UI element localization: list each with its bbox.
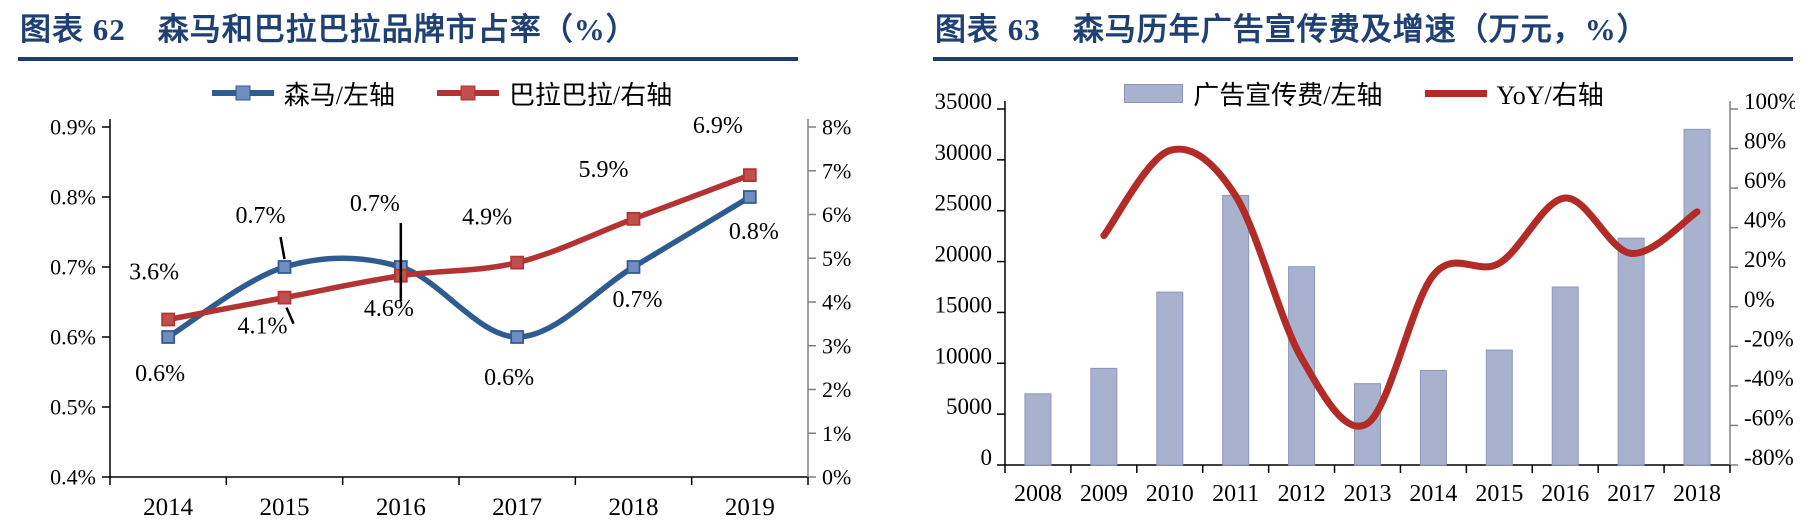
svg-text:-80%: -80% (1744, 445, 1794, 470)
svg-text:2019: 2019 (725, 494, 775, 521)
figure-63-title: 图表 63 森马历年广告宣传费及增速（万元，%） (933, 8, 1793, 61)
legend-item-senma: 森马/左轴 (211, 75, 395, 112)
svg-text:5%: 5% (822, 246, 851, 271)
legend-item-balabala: 巴拉巴拉/右轴 (437, 75, 672, 112)
svg-text:0%: 0% (1744, 286, 1775, 311)
svg-text:4.9%: 4.9% (462, 204, 512, 230)
svg-text:2013: 2013 (1344, 481, 1392, 507)
svg-text:2%: 2% (822, 377, 851, 402)
svg-text:1%: 1% (822, 421, 851, 446)
axes: 0.9% 0.8% 0.7% 0.6% 0.5% 0.4% 8% 7% 6% 5% 4% 3% 2% 1%… (50, 114, 851, 520)
svg-text:4.1%: 4.1% (238, 313, 288, 339)
figure-63-legend: 广告宣传费/左轴 YoY/右轴 (933, 75, 1795, 112)
figure-62-title: 图表 62 森马和巴拉巴拉品牌市占率（%） (18, 8, 798, 61)
figure-63-plot-area: 广告宣传费/左轴 YoY/右轴 35000 30000 25000 20000 1500… (933, 61, 1796, 531)
svg-text:2018: 2018 (609, 494, 659, 521)
senma-legend-label: 森马/左轴 (283, 80, 395, 110)
svg-text:100%: 100% (1744, 89, 1795, 114)
senma-line-marker-swatch-icon (211, 85, 274, 101)
svg-text:2014: 2014 (1409, 481, 1457, 507)
svg-text:0.6%: 0.6% (135, 361, 185, 387)
svg-text:0%: 0% (822, 464, 851, 489)
svg-text:2018: 2018 (1673, 481, 1721, 507)
market-share-line-chart: 0.9% 0.8% 0.7% 0.6% 0.5% 0.4% 8% 7% 6% 5% 4% 3% 2% 1%… (50, 113, 851, 521)
svg-text:4.6%: 4.6% (364, 295, 414, 321)
svg-text:6%: 6% (822, 202, 851, 227)
svg-text:5.9%: 5.9% (579, 157, 629, 183)
yoy-line-swatch-icon (1424, 89, 1487, 97)
svg-text:0.9%: 0.9% (50, 114, 96, 139)
svg-text:20000: 20000 (935, 241, 993, 266)
svg-text:0: 0 (981, 445, 993, 470)
svg-text:-60%: -60% (1744, 405, 1794, 430)
svg-text:2015: 2015 (1475, 481, 1523, 507)
svg-text:2014: 2014 (143, 494, 194, 521)
svg-text:2008: 2008 (1014, 481, 1062, 507)
svg-text:0.6%: 0.6% (484, 365, 534, 391)
svg-text:0.4%: 0.4% (50, 464, 96, 489)
svg-text:3%: 3% (822, 333, 851, 358)
svg-text:10000: 10000 (935, 343, 993, 368)
svg-text:80%: 80% (1744, 128, 1786, 153)
svg-text:0.5%: 0.5% (50, 394, 96, 419)
yoy-legend-label: YoY/右轴 (1496, 80, 1604, 110)
ad-expense-bars (1024, 128, 1711, 466)
svg-text:0.7%: 0.7% (50, 254, 96, 279)
svg-text:-40%: -40% (1744, 366, 1794, 391)
balabala-line-marker-swatch-icon (437, 85, 499, 101)
svg-text:2016: 2016 (1541, 481, 1589, 507)
balabala-series (161, 167, 757, 327)
svg-text:30000: 30000 (935, 139, 993, 164)
ad-expense-bar-swatch-icon (1124, 83, 1184, 103)
svg-text:2015: 2015 (260, 494, 310, 521)
svg-text:15000: 15000 (935, 292, 993, 317)
svg-text:2017: 2017 (492, 494, 542, 521)
ad-expense-legend-label: 广告宣传费/左轴 (1193, 80, 1383, 110)
svg-text:60%: 60% (1744, 168, 1786, 193)
svg-text:0.7%: 0.7% (613, 287, 663, 313)
svg-text:2011: 2011 (1212, 481, 1259, 507)
svg-text:20%: 20% (1744, 247, 1786, 272)
svg-text:0.7%: 0.7% (236, 203, 286, 229)
svg-text:2009: 2009 (1080, 481, 1128, 507)
svg-text:2010: 2010 (1146, 481, 1194, 507)
figure-62-legend: 森马/左轴 巴拉巴拉/右轴 (18, 75, 866, 112)
yoy-line-series (1100, 145, 1701, 430)
svg-text:0.6%: 0.6% (50, 324, 96, 349)
svg-text:40%: 40% (1744, 207, 1786, 232)
svg-text:0.7%: 0.7% (350, 191, 400, 217)
svg-text:25000: 25000 (935, 190, 993, 215)
legend-item-yoy: YoY/右轴 (1424, 75, 1604, 112)
legend-item-ad-expense: 广告宣传费/左轴 (1124, 75, 1383, 112)
svg-text:8%: 8% (822, 114, 851, 139)
ad-expense-bar-line-chart: 35000 30000 25000 20000 15000 10000 5000 0 100% 8… (935, 89, 1796, 507)
svg-text:2016: 2016 (376, 494, 426, 521)
svg-text:-20%: -20% (1744, 326, 1794, 351)
figure-62-panel: 图表 62 森马和巴拉巴拉品牌市占率（%） 森马/左轴 巴拉巴拉/右轴 0.9%… (18, 8, 866, 531)
svg-text:4%: 4% (822, 289, 851, 314)
point-data-labels: 0.6% 0.7% 0.7% 0.6% 0.7% 0.8% 3.6% 4.1% 4.6% 4.9%… (129, 113, 779, 391)
balabala-legend-label: 巴拉巴拉/右轴 (509, 80, 673, 110)
svg-text:5000: 5000 (946, 394, 992, 419)
svg-text:0.8%: 0.8% (50, 184, 96, 209)
svg-text:7%: 7% (822, 158, 851, 183)
svg-text:3.6%: 3.6% (129, 259, 179, 285)
senma-series (161, 189, 757, 344)
svg-text:35000: 35000 (935, 89, 993, 114)
svg-text:2017: 2017 (1607, 481, 1655, 507)
svg-text:2012: 2012 (1278, 481, 1326, 507)
svg-text:0.8%: 0.8% (729, 219, 779, 245)
figure-62-plot-area: 森马/左轴 巴拉巴拉/右轴 0.9% 0.8% 0.7% 0.6% 0.5% 0.4% 8%… (18, 61, 866, 531)
axes: 35000 30000 25000 20000 15000 10000 5000 0 100% 8… (935, 89, 1796, 507)
svg-text:6.9%: 6.9% (693, 113, 743, 139)
figure-63-panel: 图表 63 森马历年广告宣传费及增速（万元，%） 广告宣传费/左轴 YoY/右轴… (933, 8, 1795, 531)
